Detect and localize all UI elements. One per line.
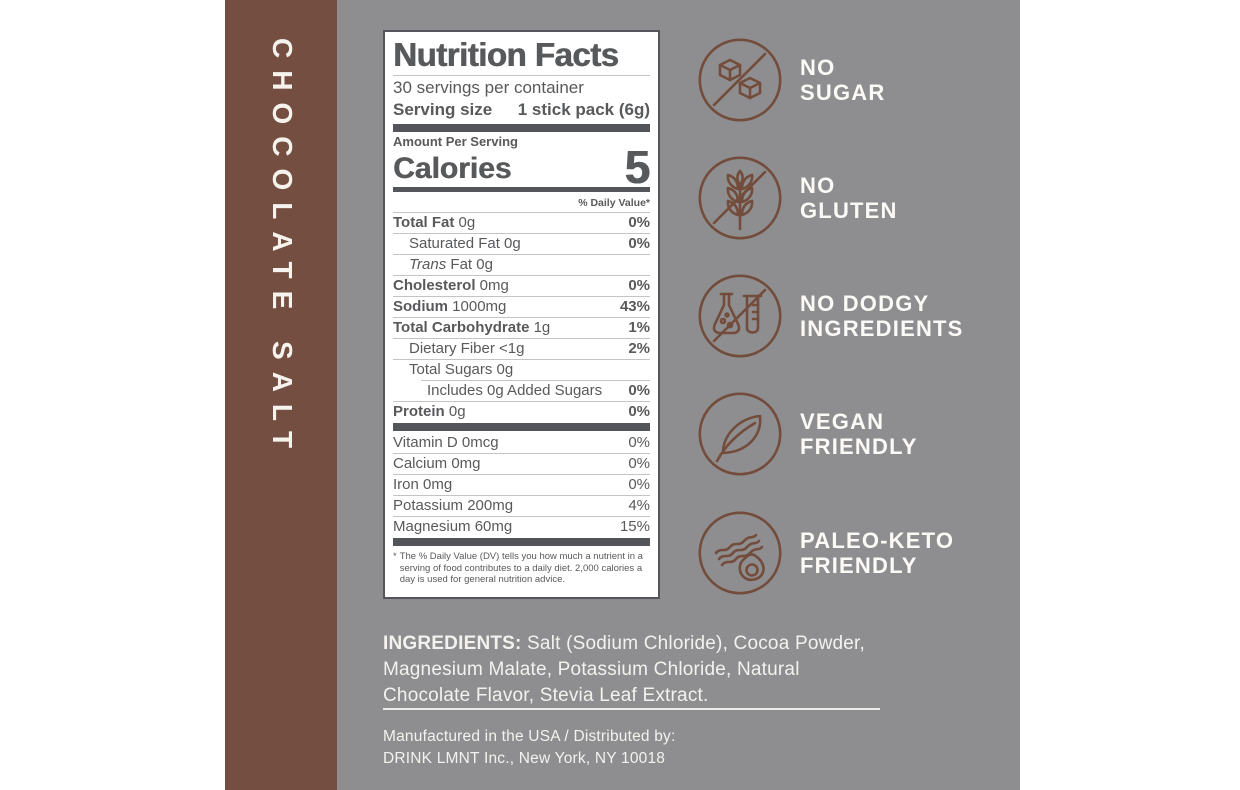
nutrient-row: Calcium 0mg 0% [393,453,650,472]
thick-rule [393,538,650,546]
claim-line: VEGAN [800,409,885,434]
label-panel: Nutrition Facts 30 servings per containe… [337,0,1020,790]
claim-text: VEGAN FRIENDLY [800,409,918,459]
claim-line: INGREDIENTS [800,316,964,341]
nutrition-facts-title: Nutrition Facts [393,36,650,76]
claim-line: FRIENDLY [800,434,918,459]
nutrient-row: Trans Fat 0g [393,254,650,275]
distributor-line: DRINK LMNT Inc., New York, NY 10018 [383,750,666,767]
serving-size-label: Serving size [393,100,493,119]
claim-no-sugar: NO SUGAR [697,37,885,123]
nutrient-row: Total Fat 0g 0% [393,212,650,231]
nutrient-row: Saturated Fat 0g 0% [393,233,650,254]
servings-per-container: 30 servings per container [393,78,584,97]
claim-line: NO [800,55,836,80]
thick-rule [393,124,650,132]
daily-value-footnote: * The % Daily Value (DV) tells you how m… [393,547,650,586]
claim-text: NO GLUTEN [800,173,898,223]
claim-line: GLUTEN [800,198,898,223]
paleo-keto-friendly-icon [698,511,782,595]
divider-rule [383,708,880,710]
calories-label: Calories [393,152,512,185]
nutrient-row: Total Sugars 0g [393,359,650,380]
nutrient-row: Iron 0mg 0% [393,474,650,493]
claim-line: FRIENDLY [800,553,918,578]
daily-value-header: % Daily Value* [578,197,650,209]
claim-text: PALEO-KETO FRIENDLY [800,528,954,578]
ingredients-text: INGREDIENTS: Salt (Sodium Chloride), Coc… [383,631,875,709]
claim-text: NO DODGY INGREDIENTS [800,291,964,341]
footnote-asterisk: * [393,551,397,562]
ingredients-label: INGREDIENTS: [383,633,522,654]
calories-value: 5 [624,141,650,193]
nutrient-row: Vitamin D 0mcg 0% [393,434,650,451]
serving-size-value: 1 stick pack (6g) [517,100,650,119]
claim-text: NO SUGAR [800,55,885,105]
serving-size-row: Serving size 1 stick pack (6g) [393,99,650,123]
manufactured-line: Manufactured in the USA / Distributed by… [383,728,676,745]
nutrient-row: Total Carbohydrate 1g 1% [393,317,650,336]
ingredients-list: Salt (Sodium Chloride), Cocoa Powder, Ma… [383,633,865,706]
flavor-title: CHOCOLATE SALT [267,38,298,461]
claim-paleo-keto-friendly: PALEO-KETO FRIENDLY [697,510,954,596]
calories-row: Calories 5 [393,141,650,193]
flavor-band: CHOCOLATE SALT [225,0,337,790]
amount-per-serving-label: Amount Per Serving [393,134,518,149]
nutrition-facts-panel: Nutrition Facts 30 servings per containe… [383,30,660,599]
footnote-text: The % Daily Value (DV) tells you how muc… [399,551,643,585]
vegan-friendly-icon [698,392,782,476]
claim-line: SUGAR [800,80,886,105]
nutrient-row: Includes 0g Added Sugars 0% [393,380,650,401]
nutrient-row: Sodium 1000mg 43% [393,296,650,315]
distributor-text: Manufactured in the USA / Distributed by… [383,726,676,770]
nutrient-row: Cholesterol 0mg 0% [393,275,650,294]
claim-no-gluten: NO GLUTEN [697,155,898,241]
claim-vegan-friendly: VEGAN FRIENDLY [697,391,918,477]
no-gluten-icon [698,156,782,240]
claim-line: PALEO-KETO [800,528,955,553]
nutrient-row: Protein 0g 0% [393,401,650,420]
nutrient-row: Dietary Fiber <1g 2% [393,338,650,359]
claim-line: NO DODGY [800,291,930,316]
nutrient-rows: Total Fat 0g 0% Saturated Fat 0g 0% Trans Fa… [393,212,650,422]
claim-line: NO [800,173,836,198]
micronutrient-rows: Vitamin D 0mcg 0% Calcium 0mg 0% Iron 0mg 0% P… [393,432,650,537]
thick-rule [393,423,650,431]
no-sugar-icon [698,38,782,122]
claim-no-dodgy-ingredients: NO DODGY INGREDIENTS [697,273,964,359]
thick-rule [393,187,650,192]
nutrient-row: Potassium 200mg 4% [393,495,650,514]
nutrient-row: Magnesium 60mg 15% [393,516,650,535]
no-dodgy-ingredients-icon [698,274,782,358]
